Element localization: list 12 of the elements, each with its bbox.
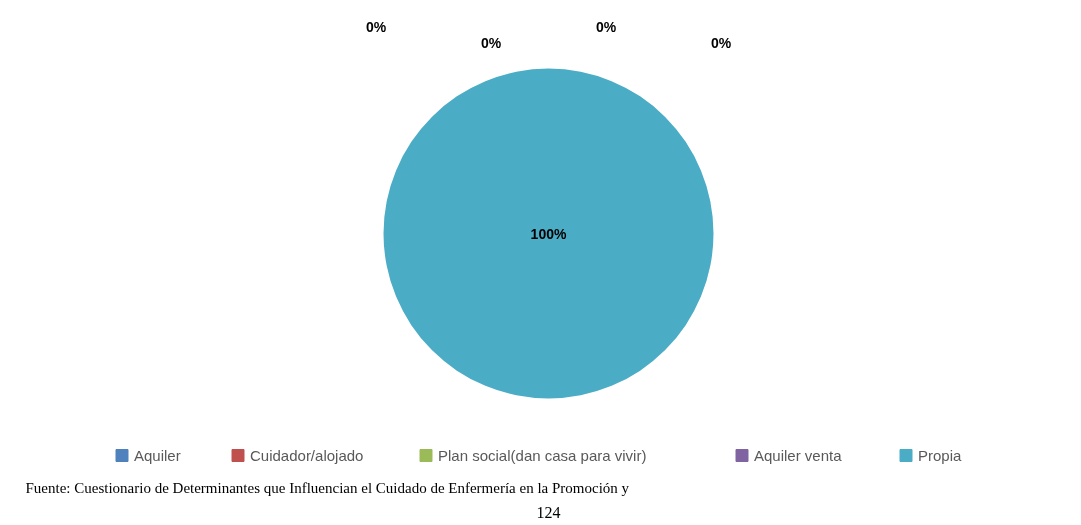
legend-label: Plan social(dan casa para vivir) (438, 447, 647, 464)
text: 0% (365, 18, 387, 35)
text: 124 (536, 503, 561, 521)
text: 0% (595, 18, 617, 35)
text: 0% (480, 34, 502, 51)
data-label: 100% (530, 225, 567, 242)
legend-label: Aquiler (134, 447, 181, 464)
legend-label: Propia (918, 447, 963, 464)
source-note: Fuente: Cuestionario de Determinantes que Influencian el Cuidado de Enfermería en la Promoción y (25, 479, 630, 496)
legend-label: Aquiler venta (754, 447, 843, 464)
text: 0% (710, 34, 732, 51)
legend-label: Cuidador/alojado (250, 447, 364, 464)
